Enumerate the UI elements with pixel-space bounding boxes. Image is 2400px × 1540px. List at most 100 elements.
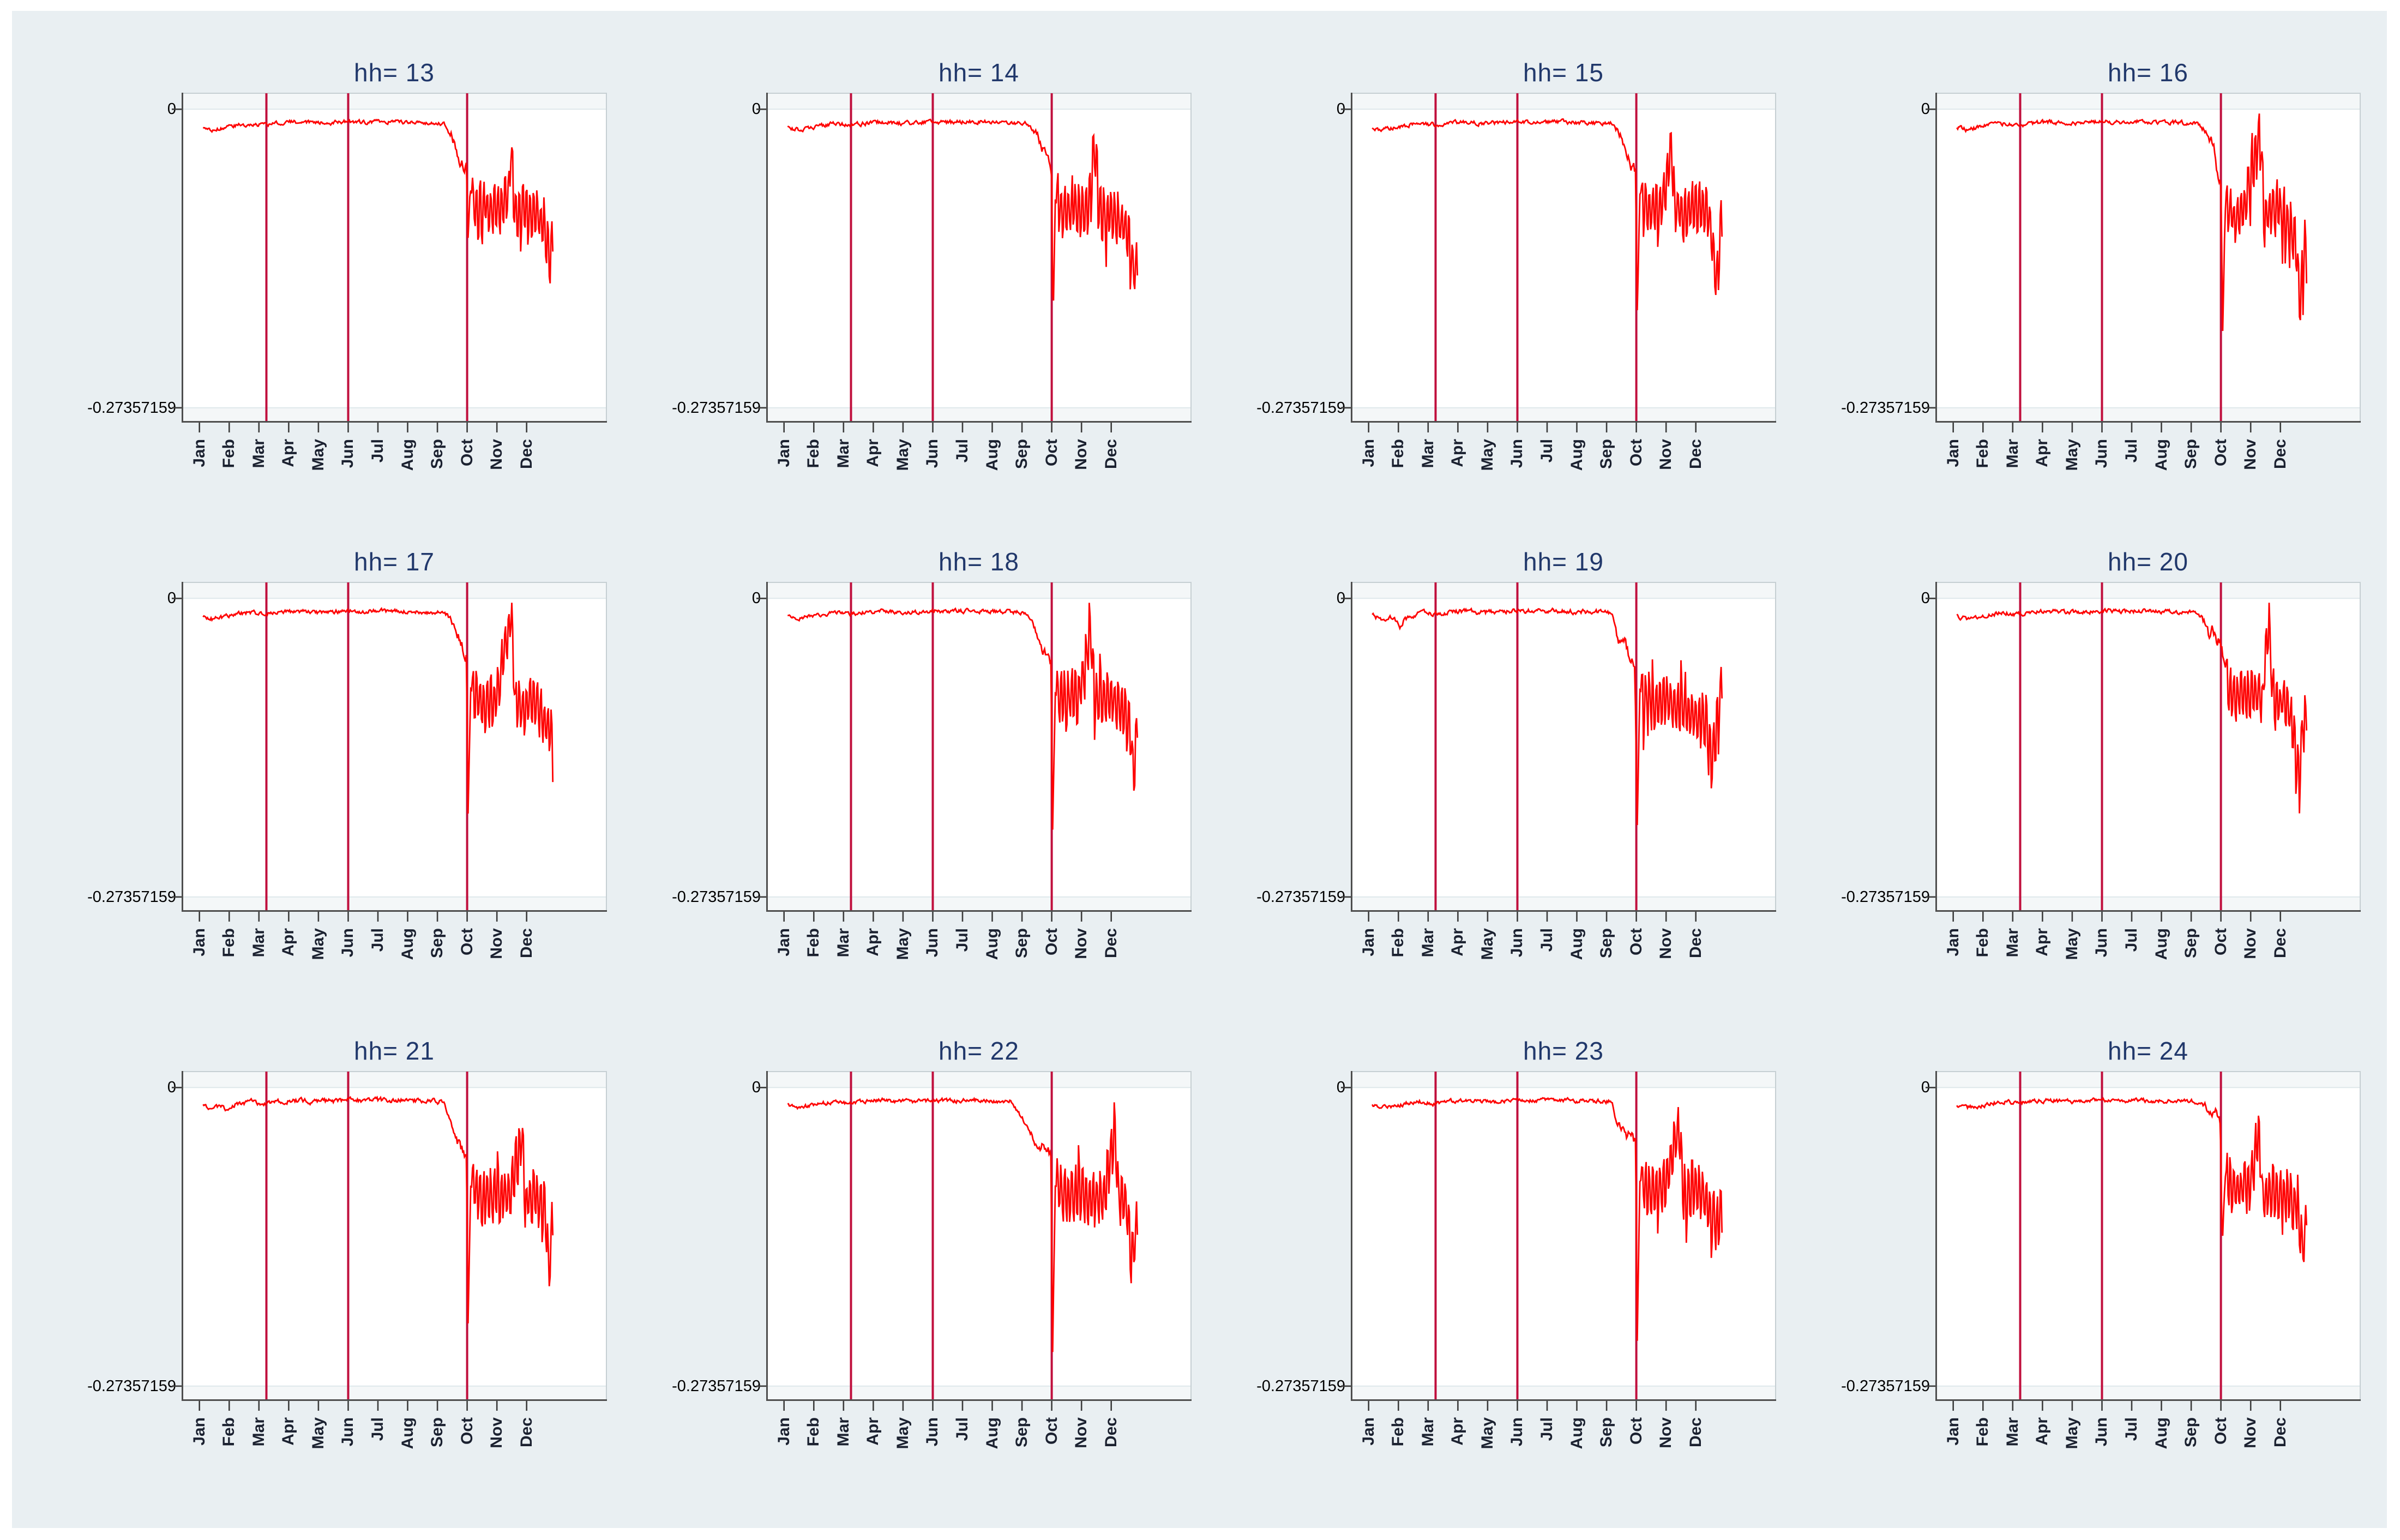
x-tick-label: Jul bbox=[1538, 928, 1556, 952]
x-tick-label: Mar bbox=[250, 928, 268, 958]
plot-area bbox=[756, 582, 1192, 922]
x-axis-labels: Jan Feb Mar Apr May Jun Jul Aug Sep Oct Nov Dec bbox=[182, 423, 607, 506]
x-tick-label: May bbox=[894, 1417, 912, 1449]
x-tick-label: May bbox=[894, 928, 912, 960]
bottom-band bbox=[766, 897, 1192, 912]
x-tick-label: Feb bbox=[220, 439, 238, 468]
x-tick-label: Jan bbox=[1360, 1417, 1378, 1446]
x-axis-labels: Jan Feb Mar Apr May Jun Jul Aug Sep Oct Nov Dec bbox=[1935, 912, 2361, 995]
top-band bbox=[182, 1071, 607, 1088]
subplot-panel-hh-15: hh= 15 0 -0.27357159 Jan Feb Mar Apr May Jun Ju… bbox=[1228, 57, 1776, 506]
x-tick-label: Dec bbox=[1687, 928, 1705, 959]
plot-wrap: 0 -0.27357159 bbox=[643, 93, 1192, 432]
panel-title: hh= 23 bbox=[1523, 1037, 1604, 1065]
series-line bbox=[202, 603, 554, 814]
y-tick-label: -0.27357159 bbox=[1256, 1377, 1345, 1395]
y-tick-label: -0.27357159 bbox=[1256, 399, 1345, 417]
x-tick-label: Jan bbox=[190, 928, 208, 957]
plot-svg bbox=[1341, 1071, 1776, 1411]
x-tick-label: Mar bbox=[2004, 439, 2022, 468]
series-line bbox=[787, 1097, 1139, 1352]
x-tick-label: Jan bbox=[1944, 439, 1962, 467]
bottom-band bbox=[766, 407, 1192, 423]
subplot-panel-hh-24: hh= 24 0 -0.27357159 Jan Feb Mar Apr May Jun Ju… bbox=[1813, 1035, 2361, 1484]
x-axis-labels: Jan Feb Mar Apr May Jun Jul Aug Sep Oct Nov Dec bbox=[182, 912, 607, 995]
series-line bbox=[202, 1096, 554, 1324]
x-tick-label: May bbox=[309, 1417, 327, 1449]
x-tick-label: Oct bbox=[1043, 1417, 1061, 1445]
plot-svg bbox=[1341, 93, 1776, 432]
x-tick-label: Oct bbox=[2212, 439, 2230, 467]
bottom-band bbox=[1935, 897, 2361, 912]
y-axis-labels: 0 -0.27357159 bbox=[59, 582, 182, 912]
x-tick-label: Jul bbox=[1538, 1417, 1556, 1441]
x-tick-label: Jun bbox=[339, 1417, 357, 1447]
x-tick-label: Oct bbox=[1043, 439, 1061, 467]
x-tick-label: Mar bbox=[834, 928, 852, 958]
plot-wrap: 0 -0.27357159 bbox=[59, 1071, 607, 1411]
panel-title: hh= 21 bbox=[354, 1037, 435, 1065]
x-tick-label: Apr bbox=[2033, 1417, 2051, 1446]
y-tick-label: -0.27357159 bbox=[672, 1377, 761, 1395]
plot-wrap: 0 -0.27357159 bbox=[1813, 93, 2361, 432]
x-tick-label: Jun bbox=[339, 439, 357, 468]
x-tick-label: Nov bbox=[488, 439, 506, 470]
y-axis-labels: 0 -0.27357159 bbox=[643, 582, 766, 912]
plot-bg bbox=[1351, 93, 1776, 423]
y-axis-labels: 0 -0.27357159 bbox=[1813, 93, 1935, 423]
top-band bbox=[766, 1071, 1192, 1088]
series-line bbox=[1372, 1097, 1723, 1341]
x-tick-label: Jul bbox=[953, 439, 971, 463]
plot-area bbox=[172, 93, 607, 432]
subplot-panel-hh-19: hh= 19 0 -0.27357159 Jan Feb Mar Apr May Jun Ju… bbox=[1228, 546, 1776, 995]
x-tick-label: Jan bbox=[775, 439, 793, 467]
x-tick-label: May bbox=[2063, 439, 2081, 471]
x-tick-label: Sep bbox=[2182, 1417, 2200, 1448]
x-tick-label: Dec bbox=[1687, 1417, 1705, 1448]
y-tick-label: -0.27357159 bbox=[1256, 888, 1345, 906]
plot-bg bbox=[766, 93, 1192, 423]
x-tick-label: Jan bbox=[775, 1417, 793, 1446]
x-axis-labels: Jan Feb Mar Apr May Jun Jul Aug Sep Oct Nov Dec bbox=[1351, 1401, 1776, 1484]
x-tick-label: Jun bbox=[923, 439, 941, 468]
top-band bbox=[766, 93, 1192, 110]
panel-title: hh= 14 bbox=[939, 58, 1019, 87]
subplot-panel-hh-22: hh= 22 0 -0.27357159 Jan Feb Mar Apr May Jun Ju… bbox=[643, 1035, 1192, 1484]
x-tick-label: Feb bbox=[220, 928, 238, 958]
x-tick-label: Nov bbox=[1657, 928, 1675, 959]
panel-title: hh= 20 bbox=[2108, 548, 2188, 576]
plot-bg bbox=[182, 1071, 607, 1401]
x-tick-label: Aug bbox=[1568, 439, 1586, 471]
series-line bbox=[787, 118, 1139, 301]
x-tick-label: Jun bbox=[2092, 1417, 2110, 1447]
x-tick-label: Sep bbox=[428, 1417, 446, 1448]
x-tick-label: Jun bbox=[2092, 439, 2110, 468]
x-tick-label: May bbox=[309, 439, 327, 471]
x-tick-label: Oct bbox=[2212, 1417, 2230, 1445]
y-tick-label: 0 bbox=[1336, 100, 1345, 118]
y-tick-label: -0.27357159 bbox=[87, 888, 176, 906]
x-tick-label: Oct bbox=[1627, 439, 1645, 467]
plot-svg bbox=[1926, 93, 2361, 432]
x-tick-label: Feb bbox=[1974, 1417, 1992, 1447]
x-tick-label: Aug bbox=[2152, 1417, 2170, 1449]
bottom-band bbox=[182, 407, 607, 423]
y-axis-labels: 0 -0.27357159 bbox=[1813, 1071, 1935, 1401]
x-axis-labels: Jan Feb Mar Apr May Jun Jul Aug Sep Oct Nov Dec bbox=[1351, 912, 1776, 995]
x-tick-label: Nov bbox=[1072, 439, 1090, 470]
x-tick-label: Sep bbox=[1597, 928, 1615, 959]
x-tick-label: Dec bbox=[1102, 1417, 1120, 1448]
x-tick-label: Aug bbox=[983, 439, 1001, 471]
subplot-panel-hh-16: hh= 16 0 -0.27357159 Jan Feb Mar Apr May Jun Ju… bbox=[1813, 57, 2361, 506]
x-tick-label: Feb bbox=[804, 928, 822, 958]
plot-bg bbox=[1935, 1071, 2361, 1401]
x-tick-label: Aug bbox=[399, 1417, 417, 1449]
panel-title: hh= 13 bbox=[354, 58, 435, 87]
top-band bbox=[182, 582, 607, 599]
x-tick-label: Nov bbox=[2241, 1417, 2259, 1448]
x-tick-label: Jan bbox=[1944, 1417, 1962, 1446]
x-tick-label: Jul bbox=[369, 928, 387, 952]
plot-wrap: 0 -0.27357159 bbox=[643, 582, 1192, 922]
x-tick-label: Mar bbox=[250, 1417, 268, 1447]
